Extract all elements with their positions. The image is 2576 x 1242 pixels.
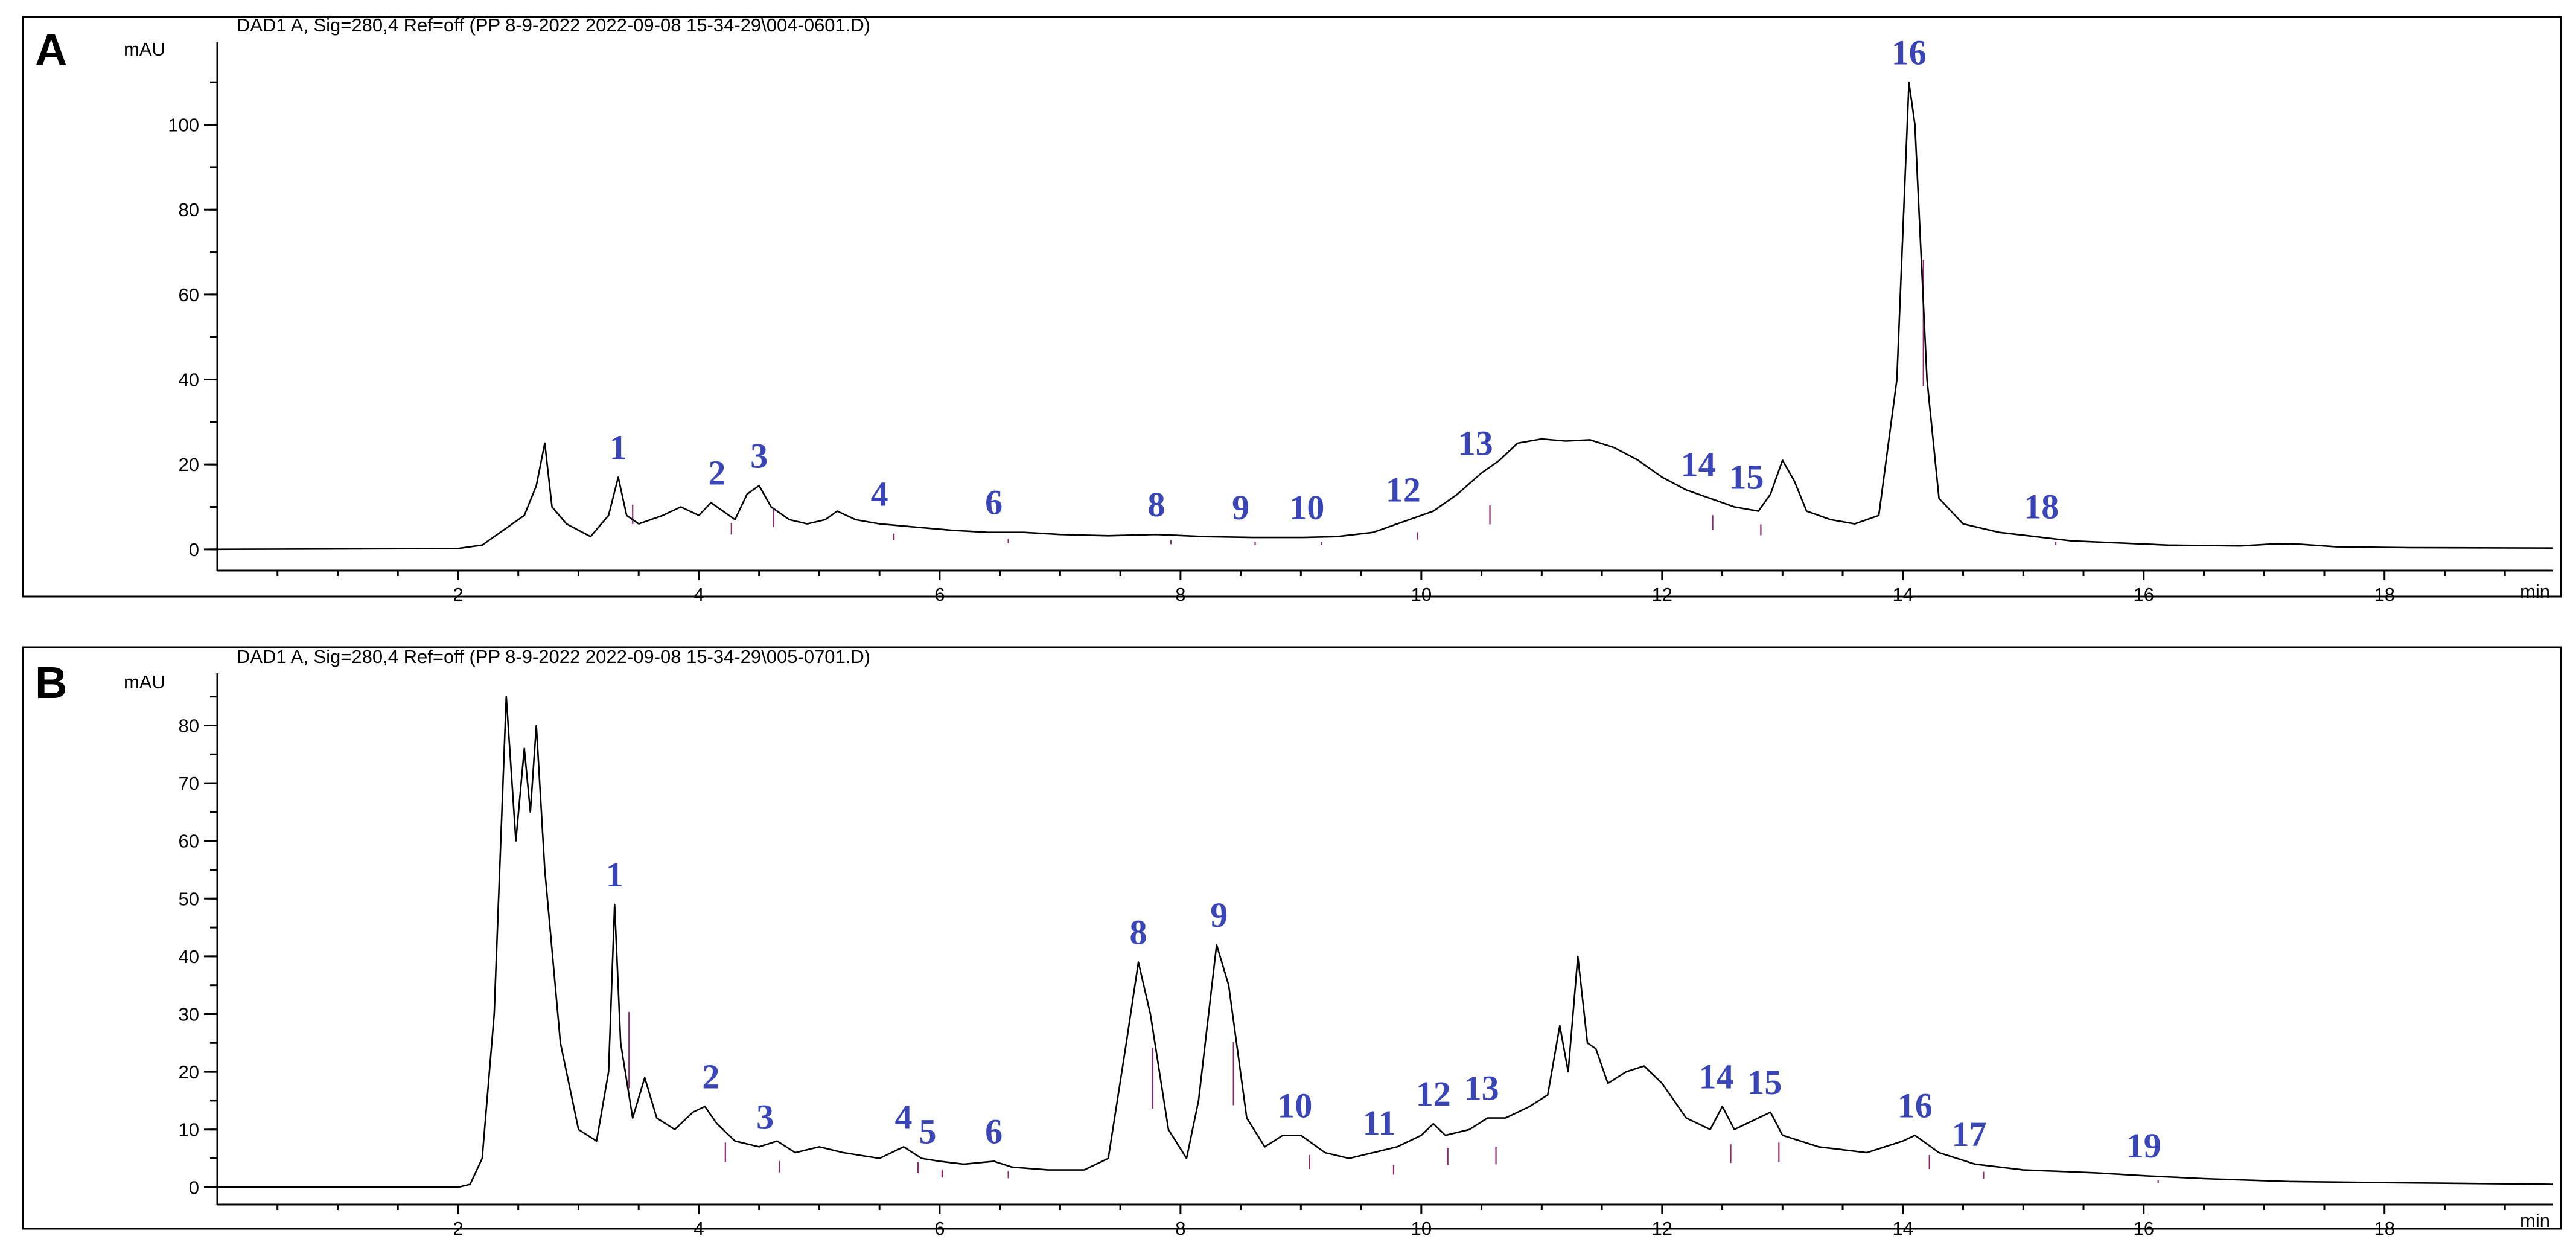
panel-b-peak-label: 13 xyxy=(1464,1069,1499,1108)
chromatogram-panel-b: B DAD1 A, Sig=280,4 Ref=off (PP 8-9-2022… xyxy=(22,646,2562,1239)
panel-b-peak-label: 6 xyxy=(985,1112,1003,1151)
panel-b-y-unit: mAU xyxy=(124,671,165,693)
panel-a-letter: A xyxy=(35,25,67,75)
panel-b-x-tick-label: 16 xyxy=(2134,1218,2154,1239)
panel-b-letter: B xyxy=(35,658,67,708)
panel-a-x-tick-label: 6 xyxy=(934,584,945,605)
panel-a-peak-label: 14 xyxy=(1681,444,1716,484)
panel-a-peak-label: 1 xyxy=(610,427,627,467)
panel-a-y-tick-label: 100 xyxy=(168,115,199,136)
panel-b-frame xyxy=(22,646,2562,1230)
panel-a-x-tick-label: 12 xyxy=(1652,584,1672,605)
panel-b-x-tick-label: 8 xyxy=(1175,1218,1185,1239)
panel-a-x-tick-label: 4 xyxy=(693,584,704,605)
panel-b-x-unit: min xyxy=(2520,1210,2550,1231)
panel-b-peak-label: 4 xyxy=(895,1097,913,1136)
panel-a-x-tick-label: 8 xyxy=(1175,584,1185,605)
panel-a-peak-label: 2 xyxy=(708,453,725,492)
panel-b-x-tick-label: 14 xyxy=(1893,1218,1913,1239)
panel-a-y-tick-label: 60 xyxy=(179,284,199,306)
panel-a-axes xyxy=(216,42,2553,572)
panel-b-trace xyxy=(217,696,2554,1188)
panel-a-y-tick-label: 80 xyxy=(179,199,199,220)
panel-b-peak-label: 14 xyxy=(1699,1057,1734,1096)
panel-a-peak-label: 10 xyxy=(1289,488,1324,527)
panel-b-x-tick-label: 4 xyxy=(693,1218,704,1239)
panel-a-peak-label: 15 xyxy=(1729,458,1764,497)
panel-b-y-tick-label: 40 xyxy=(179,946,199,967)
panel-a-x-unit: min xyxy=(2520,581,2550,602)
panel-b-peak-label: 8 xyxy=(1130,912,1147,952)
panel-b-axes xyxy=(216,673,2553,1206)
panel-a-y-tick-label: 0 xyxy=(189,539,199,560)
panel-a-trace xyxy=(217,82,2554,551)
chromatogram-panel-a: A DAD1 A, Sig=280,4 Ref=off (PP 8-9-2022… xyxy=(22,14,2562,605)
panel-b-peak-label: 5 xyxy=(919,1112,936,1151)
panel-b-peak-label: 11 xyxy=(1363,1103,1396,1142)
panel-a-header: DAD1 A, Sig=280,4 Ref=off (PP 8-9-2022 2… xyxy=(237,14,870,36)
panel-b-header: DAD1 A, Sig=280,4 Ref=off (PP 8-9-2022 2… xyxy=(237,646,870,667)
panel-a-peak-label: 4 xyxy=(871,475,888,514)
panel-b-y-tick-label: 50 xyxy=(179,888,199,909)
panel-a-peak-label: 6 xyxy=(985,483,1003,522)
panel-b-x-tick-label: 12 xyxy=(1652,1218,1672,1239)
panel-b-peak-label: 17 xyxy=(1952,1115,1987,1154)
panel-b-peak-label: 2 xyxy=(702,1057,719,1096)
panel-b-peak-label: 15 xyxy=(1747,1063,1782,1102)
panel-b-x-tick-label: 2 xyxy=(453,1218,463,1239)
panel-b-peak-label: 9 xyxy=(1210,895,1228,935)
panel-a-x-tick-label: 16 xyxy=(2134,584,2154,605)
panel-b-baselines xyxy=(628,1011,2159,1183)
panel-b-y-tick-label: 10 xyxy=(179,1119,199,1141)
panel-a-x-tick-label: 14 xyxy=(1893,584,1913,605)
panel-a-baselines xyxy=(632,260,2057,545)
panel-a-y-tick-label: 40 xyxy=(179,370,199,391)
panel-b-y-tick-label: 0 xyxy=(189,1177,199,1198)
panel-a-peak-label: 18 xyxy=(2024,487,2059,527)
panel-b-x-tick-label: 10 xyxy=(1411,1218,1432,1239)
panel-b-y-tick-label: 70 xyxy=(179,773,199,794)
panel-a-x-tick-label: 18 xyxy=(2374,584,2394,605)
panel-b-peak-label: 16 xyxy=(1898,1086,1933,1125)
panel-b-peak-label: 3 xyxy=(756,1097,774,1136)
panel-a-x-tick-label: 2 xyxy=(453,584,463,605)
panel-a-y-unit: mAU xyxy=(124,39,165,60)
panel-a-frame xyxy=(22,16,2562,598)
panel-b-peak-label: 19 xyxy=(2126,1126,2161,1165)
panel-b-x-tick-label: 6 xyxy=(934,1218,945,1239)
panel-b-y-tick-label: 60 xyxy=(179,831,199,852)
panel-a-peak-label: 13 xyxy=(1458,423,1493,463)
panel-b-peak-label: 10 xyxy=(1277,1086,1312,1125)
panel-a-x-tick-label: 10 xyxy=(1411,584,1432,605)
panel-a-peak-label: 3 xyxy=(750,436,768,475)
panel-a-peak-label: 16 xyxy=(1892,33,1927,72)
panel-b-peak-label: 1 xyxy=(606,855,623,894)
panel-b-y-tick-label: 20 xyxy=(179,1061,199,1083)
panel-b-x-tick-label: 18 xyxy=(2374,1218,2394,1239)
panel-a-peak-label: 8 xyxy=(1147,485,1165,524)
panel-a-peak-label: 9 xyxy=(1232,488,1249,527)
panel-a-y-tick-label: 20 xyxy=(179,454,199,475)
panel-b-y-tick-label: 80 xyxy=(179,715,199,736)
panel-a-peak-label: 12 xyxy=(1386,470,1421,510)
panel-b-peak-label: 12 xyxy=(1416,1074,1451,1113)
panel-b-y-tick-label: 30 xyxy=(179,1004,199,1025)
